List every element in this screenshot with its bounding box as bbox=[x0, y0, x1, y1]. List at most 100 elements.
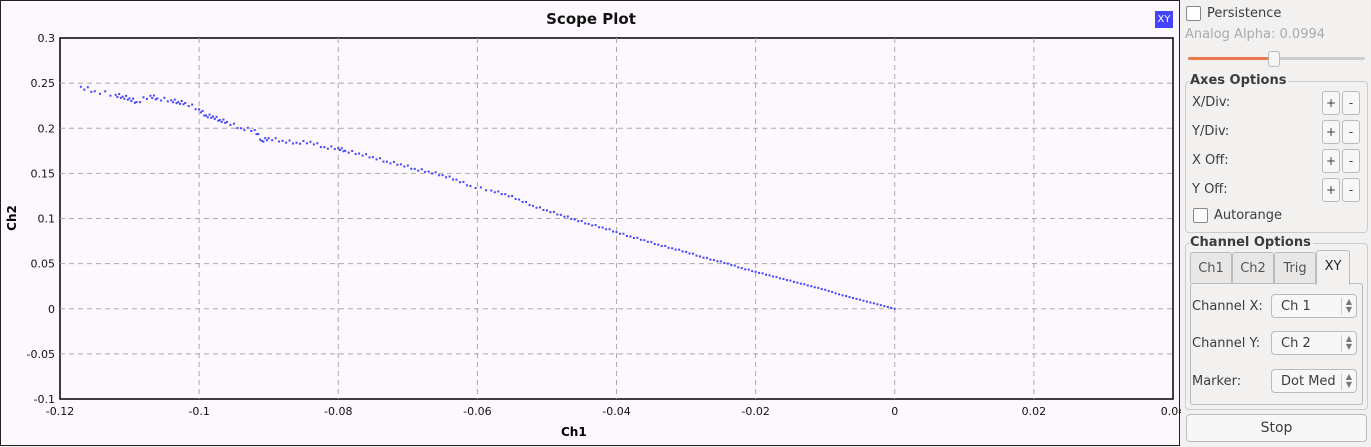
checkbox-box[interactable] bbox=[1186, 6, 1201, 21]
data-point bbox=[521, 200, 524, 203]
data-point bbox=[406, 164, 409, 167]
tab-trig[interactable]: Trig bbox=[1274, 252, 1316, 283]
x-tick-label: -0.12 bbox=[46, 405, 74, 418]
data-point bbox=[709, 258, 712, 261]
tab-ch1[interactable]: Ch1 bbox=[1190, 252, 1232, 283]
data-point bbox=[305, 142, 308, 145]
data-point bbox=[612, 230, 615, 233]
data-point bbox=[559, 213, 562, 216]
data-point bbox=[133, 101, 136, 104]
marker-select[interactable]: Dot Med ▲ ▼ bbox=[1271, 369, 1357, 393]
data-point bbox=[493, 191, 496, 194]
channel-y-label: Channel Y: bbox=[1192, 336, 1261, 351]
data-point bbox=[271, 139, 274, 142]
data-point bbox=[698, 255, 701, 258]
data-point bbox=[556, 213, 559, 216]
stop-button[interactable]: Stop bbox=[1186, 414, 1367, 442]
data-point bbox=[740, 267, 743, 270]
data-point bbox=[119, 96, 122, 99]
data-point bbox=[747, 268, 750, 271]
x-tick-label: -0.1 bbox=[188, 405, 209, 418]
data-point bbox=[474, 187, 477, 190]
data-point bbox=[799, 282, 802, 285]
data-point bbox=[118, 93, 121, 96]
data-point bbox=[785, 279, 788, 282]
data-point bbox=[163, 96, 166, 99]
increase-button[interactable]: + bbox=[1322, 178, 1340, 202]
data-point bbox=[678, 248, 681, 251]
tab-ch2[interactable]: Ch2 bbox=[1232, 252, 1274, 283]
data-point bbox=[650, 240, 653, 243]
data-point bbox=[392, 160, 395, 163]
analog-alpha-label: Analog Alpha: 0.0994 bbox=[1185, 27, 1326, 42]
data-point bbox=[733, 264, 736, 267]
data-point bbox=[485, 189, 488, 192]
data-point bbox=[869, 301, 872, 304]
alpha-slider[interactable] bbox=[1188, 51, 1365, 67]
data-point bbox=[601, 226, 604, 229]
data-point bbox=[831, 290, 834, 293]
channel-y-select[interactable]: Ch 2 ▲ ▼ bbox=[1271, 331, 1357, 355]
data-point bbox=[636, 236, 639, 239]
data-point bbox=[123, 97, 126, 100]
data-point bbox=[542, 209, 545, 212]
data-point bbox=[121, 95, 124, 98]
data-point bbox=[563, 215, 566, 218]
data-point bbox=[264, 137, 267, 140]
data-point bbox=[549, 211, 552, 214]
data-point bbox=[253, 129, 256, 132]
data-point bbox=[342, 150, 345, 153]
xy-mode-badge[interactable]: XY bbox=[1155, 11, 1173, 28]
data-point bbox=[151, 97, 154, 100]
y-tick-label: 0.25 bbox=[31, 77, 56, 90]
data-point bbox=[257, 133, 260, 136]
persistence-checkbox[interactable]: Persistence bbox=[1186, 6, 1281, 21]
data-point bbox=[469, 185, 472, 188]
data-point bbox=[518, 198, 521, 201]
increase-button[interactable]: + bbox=[1322, 91, 1340, 115]
data-point bbox=[191, 103, 194, 106]
decrease-button[interactable]: - bbox=[1342, 178, 1360, 202]
data-point bbox=[173, 98, 176, 101]
data-point bbox=[838, 293, 841, 296]
increase-button[interactable]: + bbox=[1322, 120, 1340, 144]
data-point bbox=[243, 129, 246, 132]
axes-row: Y Off: + - bbox=[1192, 178, 1362, 202]
y-tick-label: 0.3 bbox=[38, 32, 56, 45]
decrease-button[interactable]: - bbox=[1342, 149, 1360, 173]
increase-button[interactable]: + bbox=[1322, 149, 1340, 173]
data-point bbox=[834, 292, 837, 295]
data-point bbox=[90, 90, 93, 93]
data-point bbox=[128, 97, 131, 100]
data-point bbox=[573, 218, 576, 221]
data-point bbox=[566, 215, 569, 218]
data-point bbox=[775, 275, 778, 278]
decrease-button[interactable]: - bbox=[1342, 91, 1360, 115]
data-point bbox=[98, 92, 101, 95]
data-point bbox=[135, 101, 138, 104]
channel-x-select[interactable]: Ch 1 ▲ ▼ bbox=[1271, 294, 1357, 318]
checkbox-box[interactable] bbox=[1193, 208, 1208, 223]
data-point bbox=[507, 195, 510, 198]
data-point bbox=[194, 108, 197, 111]
alpha-slider-fill bbox=[1188, 57, 1273, 60]
data-point bbox=[448, 175, 451, 178]
data-point bbox=[225, 120, 228, 123]
data-point bbox=[182, 103, 185, 106]
data-point bbox=[285, 141, 288, 144]
data-point bbox=[615, 231, 618, 234]
decrease-button[interactable]: - bbox=[1342, 120, 1360, 144]
x-tick-label: -0.02 bbox=[741, 405, 769, 418]
data-point bbox=[772, 275, 775, 278]
autorange-checkbox[interactable]: Autorange bbox=[1193, 208, 1282, 223]
data-point bbox=[538, 206, 541, 209]
tab-xy[interactable]: XY bbox=[1316, 250, 1350, 285]
alpha-slider-handle[interactable] bbox=[1267, 51, 1280, 67]
data-point bbox=[83, 88, 86, 91]
data-point bbox=[326, 147, 329, 150]
data-point bbox=[817, 286, 820, 289]
spin-arrows-icon: ▲ ▼ bbox=[1341, 298, 1356, 315]
data-point bbox=[126, 98, 129, 101]
data-point bbox=[218, 119, 221, 122]
data-point bbox=[154, 98, 157, 101]
